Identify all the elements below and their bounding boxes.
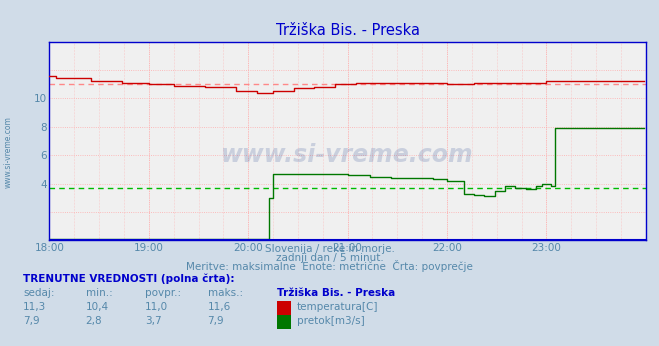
Text: 10,4: 10,4 <box>86 302 109 312</box>
Text: TRENUTNE VREDNOSTI (polna črta):: TRENUTNE VREDNOSTI (polna črta): <box>23 273 235 284</box>
Text: sedaj:: sedaj: <box>23 288 55 298</box>
Text: www.si-vreme.com: www.si-vreme.com <box>3 116 13 188</box>
Text: 11,6: 11,6 <box>208 302 231 312</box>
Text: 11,3: 11,3 <box>23 302 46 312</box>
Text: povpr.:: povpr.: <box>145 288 181 298</box>
Text: 3,7: 3,7 <box>145 316 161 326</box>
Text: Meritve: maksimalne  Enote: metrične  Črta: povprečje: Meritve: maksimalne Enote: metrične Črta… <box>186 260 473 272</box>
Text: 7,9: 7,9 <box>23 316 40 326</box>
Text: min.:: min.: <box>86 288 113 298</box>
Text: www.si-vreme.com: www.si-vreme.com <box>221 143 474 167</box>
Text: 2,8: 2,8 <box>86 316 102 326</box>
Text: Slovenija / reke in morje.: Slovenija / reke in morje. <box>264 244 395 254</box>
Text: pretok[m3/s]: pretok[m3/s] <box>297 316 364 326</box>
Text: Tržiška Bis. - Preska: Tržiška Bis. - Preska <box>277 288 395 298</box>
Text: 7,9: 7,9 <box>208 316 224 326</box>
Text: zadnji dan / 5 minut.: zadnji dan / 5 minut. <box>275 253 384 263</box>
Text: 11,0: 11,0 <box>145 302 168 312</box>
Title: Tržiška Bis. - Preska: Tržiška Bis. - Preska <box>275 22 420 38</box>
Text: temperatura[C]: temperatura[C] <box>297 302 378 312</box>
Text: maks.:: maks.: <box>208 288 243 298</box>
